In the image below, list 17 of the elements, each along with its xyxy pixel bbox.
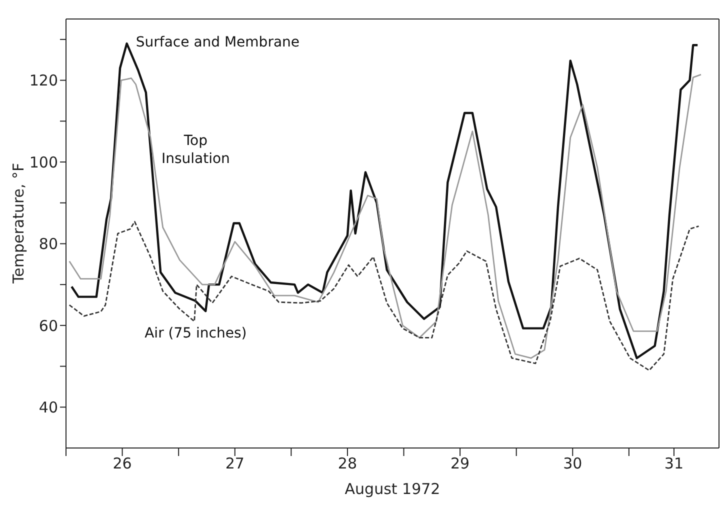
x-tick-label: 28 bbox=[338, 454, 358, 473]
series-label: Air (75 inches) bbox=[144, 325, 247, 342]
x-tick-label: 29 bbox=[450, 454, 470, 473]
y-axis-title: Temperature, °F bbox=[9, 162, 28, 284]
series-label: Top Insulation bbox=[161, 132, 230, 167]
y-tick-label: 80 bbox=[38, 235, 58, 254]
x-tick-label: 31 bbox=[664, 454, 684, 473]
x-tick-label: 30 bbox=[563, 454, 582, 473]
x-tick-label: 27 bbox=[225, 454, 244, 473]
series-label: Surface and Membrane bbox=[136, 34, 300, 51]
y-tick-label: 100 bbox=[29, 153, 58, 172]
x-axis-title: August 1972 bbox=[344, 480, 440, 498]
y-tick-label: 40 bbox=[38, 398, 58, 416]
y-tick-label: 120 bbox=[29, 72, 58, 90]
line-series bbox=[68, 220, 700, 372]
x-tick-label: 26 bbox=[112, 454, 132, 473]
y-tick-label: 60 bbox=[38, 316, 58, 335]
